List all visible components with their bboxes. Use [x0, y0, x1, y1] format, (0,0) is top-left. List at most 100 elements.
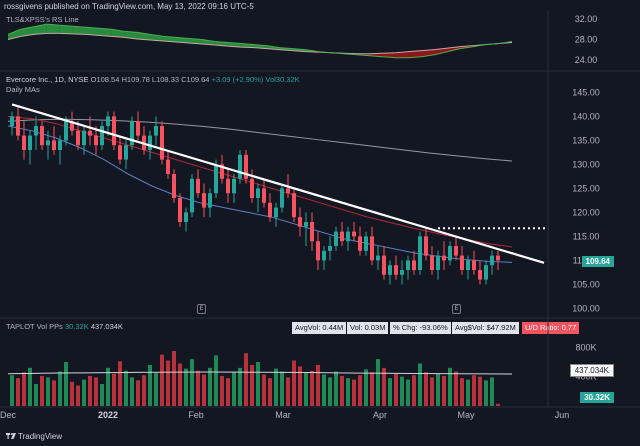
volume-value: Vol30.32K [265, 75, 300, 84]
volume-bar [184, 368, 188, 406]
volume-bar [208, 367, 212, 406]
rs-line [7, 23, 513, 59]
price-tick-label: 115.00 [573, 231, 600, 241]
price-tick-label: 120.00 [572, 207, 600, 217]
earnings-marker-icon[interactable]: E [452, 304, 461, 314]
candle-body [52, 140, 56, 150]
rs-tick-label: 24.00 [575, 55, 598, 65]
volume-bar [496, 403, 500, 406]
candle-body [472, 260, 476, 270]
candle-body [334, 231, 338, 246]
volume-bar [340, 375, 344, 406]
candle-body [376, 255, 380, 261]
rs-fill-band [163, 36, 176, 42]
volume-bar [370, 372, 374, 406]
candle-body [352, 231, 356, 237]
candle-body [310, 222, 314, 242]
candle-body [34, 126, 38, 136]
volume-bar [154, 373, 158, 406]
rs-fill-band [46, 24, 60, 34]
volume-bar [160, 354, 164, 406]
candle-body [178, 198, 182, 222]
candle-body [112, 116, 116, 146]
footer-brand[interactable]: TradingView [18, 432, 63, 441]
candle-body [262, 188, 266, 203]
volume-bar [358, 375, 362, 406]
candle-body [184, 212, 188, 222]
volume-bar [406, 379, 410, 406]
x-axis-label: 2022 [98, 410, 118, 420]
candle-body [340, 231, 344, 242]
candle-body [154, 126, 158, 136]
rs-fill-band [188, 38, 202, 45]
symbol-info[interactable]: Evercore Inc., 1D, NYSE O108.54 H109.78 … [6, 75, 300, 84]
volume-bar [250, 364, 254, 406]
candle-body [250, 178, 254, 198]
volume-bar [238, 367, 242, 406]
volume-bar [28, 367, 32, 406]
candle-body [424, 236, 428, 256]
price-tick-label: 135.00 [572, 135, 600, 145]
volume-value-1: 30.32K [64, 322, 89, 331]
candle-body [40, 126, 44, 146]
volume-bar [382, 367, 386, 406]
volume-bar [394, 373, 398, 406]
candle-body [136, 121, 140, 136]
volume-bar [268, 378, 272, 406]
candle-body [304, 222, 308, 227]
volume-bar [388, 378, 392, 406]
candle-body [358, 236, 362, 251]
candle-body [166, 159, 170, 174]
ma-200-line [7, 118, 513, 162]
stat-ud-ratio: U/D Ratio: 0.77 [522, 322, 580, 334]
rs-line-title[interactable]: TLS&XPSS's RS Line [6, 15, 79, 24]
candle-body [244, 154, 248, 179]
volume-bar [430, 377, 434, 406]
volume-bar [106, 367, 110, 406]
candle-body [280, 188, 284, 208]
volume-bar [418, 363, 422, 406]
trendline [11, 103, 545, 264]
price-tick-label: 105.00 [572, 279, 600, 289]
candle-body [322, 250, 326, 261]
volume-bar [424, 372, 428, 406]
candle-body [202, 193, 206, 208]
volume-indicator-title[interactable]: TAPLOT Vol PPs 30.32K 437.034K [6, 322, 123, 331]
rs-fill-band [124, 31, 138, 39]
volume-bar [82, 379, 86, 406]
x-axis-label: Jun [555, 410, 570, 420]
rs-fill-band [59, 25, 73, 34]
volume-bar [472, 375, 476, 406]
volume-indicator-name: TAPLOT Vol PPs [6, 322, 63, 331]
candle-body [430, 255, 434, 270]
price-tick-label: 140.00 [572, 111, 600, 121]
volume-bar [166, 360, 170, 406]
volume-bar [454, 371, 458, 406]
daily-mas-label[interactable]: Daily MAs [6, 85, 40, 94]
volume-bar [190, 359, 194, 406]
volume-bar [352, 379, 356, 406]
volume-bar [124, 370, 128, 406]
candle-body [46, 140, 50, 146]
rs-fill-band [98, 28, 112, 37]
earnings-marker-icon[interactable]: E [197, 304, 206, 314]
candle-body [220, 164, 224, 179]
publisher-caption: rossgivens published on TradingView.com,… [4, 2, 254, 11]
tradingview-logo-icon[interactable] [6, 432, 16, 440]
stat-avg-vol: AvgVol: 0.44M [292, 322, 347, 334]
volume-tick-label: 800K [575, 342, 596, 352]
volume-bar [484, 380, 488, 406]
candle-body [82, 130, 86, 146]
candle-body [76, 130, 80, 146]
volume-bar [442, 375, 446, 406]
volume-bar [46, 377, 50, 406]
volume-bar [16, 378, 20, 406]
rs-fill-band [408, 50, 422, 58]
price-tick-label: 130.00 [572, 159, 600, 169]
candle-body [412, 260, 416, 270]
volume-bar [310, 370, 314, 406]
price-change: +3.09 (+2.90%) [211, 75, 264, 84]
candle-body [22, 135, 26, 150]
volume-bar [178, 363, 182, 406]
